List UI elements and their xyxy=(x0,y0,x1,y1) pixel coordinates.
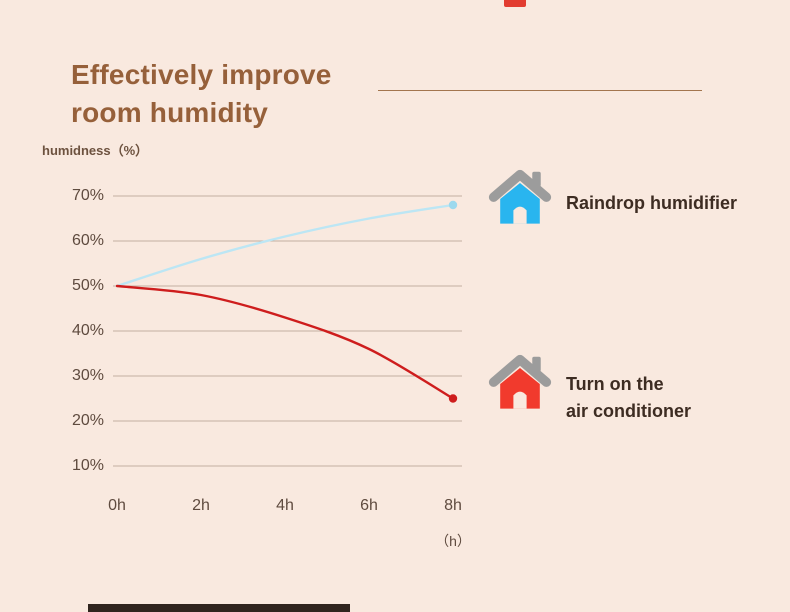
x-axis-unit-label: （h） xyxy=(435,533,471,549)
y-tick-40: 40% xyxy=(71,322,104,339)
air-conditioner-house-icon xyxy=(488,354,552,409)
line-chart xyxy=(113,195,462,467)
top-tab-decoration xyxy=(504,0,526,7)
legend-label-humidifier: Raindrop humidifier xyxy=(566,193,737,213)
humidifier-house-icon xyxy=(488,169,552,224)
y-axis-unit-label: humidness（%） xyxy=(42,143,149,158)
y-tick-70: 70% xyxy=(71,187,104,204)
legend-label-air-conditioner: Turn on the air conditioner xyxy=(566,374,692,421)
y-tick-60: 60% xyxy=(71,232,104,249)
page-title-line1: Effectively improve xyxy=(71,59,332,90)
title-underline-decoration xyxy=(378,90,702,91)
bottom-bar-decoration xyxy=(88,604,350,612)
x-tick-6h: 6h xyxy=(360,497,378,514)
x-tick-0h: 0h xyxy=(108,497,126,514)
y-tick-30: 30% xyxy=(71,367,104,384)
x-tick-4h: 4h xyxy=(276,497,294,514)
page-title-line2: room humidity xyxy=(71,97,269,128)
page-title: Effectively improve room humidity xyxy=(71,56,332,132)
y-tick-50: 50% xyxy=(71,277,104,294)
x-tick-2h: 2h xyxy=(192,497,210,514)
y-tick-20: 20% xyxy=(71,412,104,429)
x-tick-8h: 8h xyxy=(444,497,462,514)
y-tick-10: 10% xyxy=(71,457,104,474)
